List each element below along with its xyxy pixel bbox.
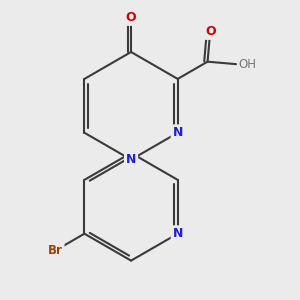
Text: OH: OH	[238, 58, 256, 71]
Text: N: N	[172, 126, 183, 139]
Text: O: O	[205, 25, 215, 38]
Text: Br: Br	[48, 244, 63, 257]
Text: N: N	[126, 153, 136, 166]
Text: N: N	[172, 227, 183, 240]
Text: O: O	[126, 11, 136, 24]
